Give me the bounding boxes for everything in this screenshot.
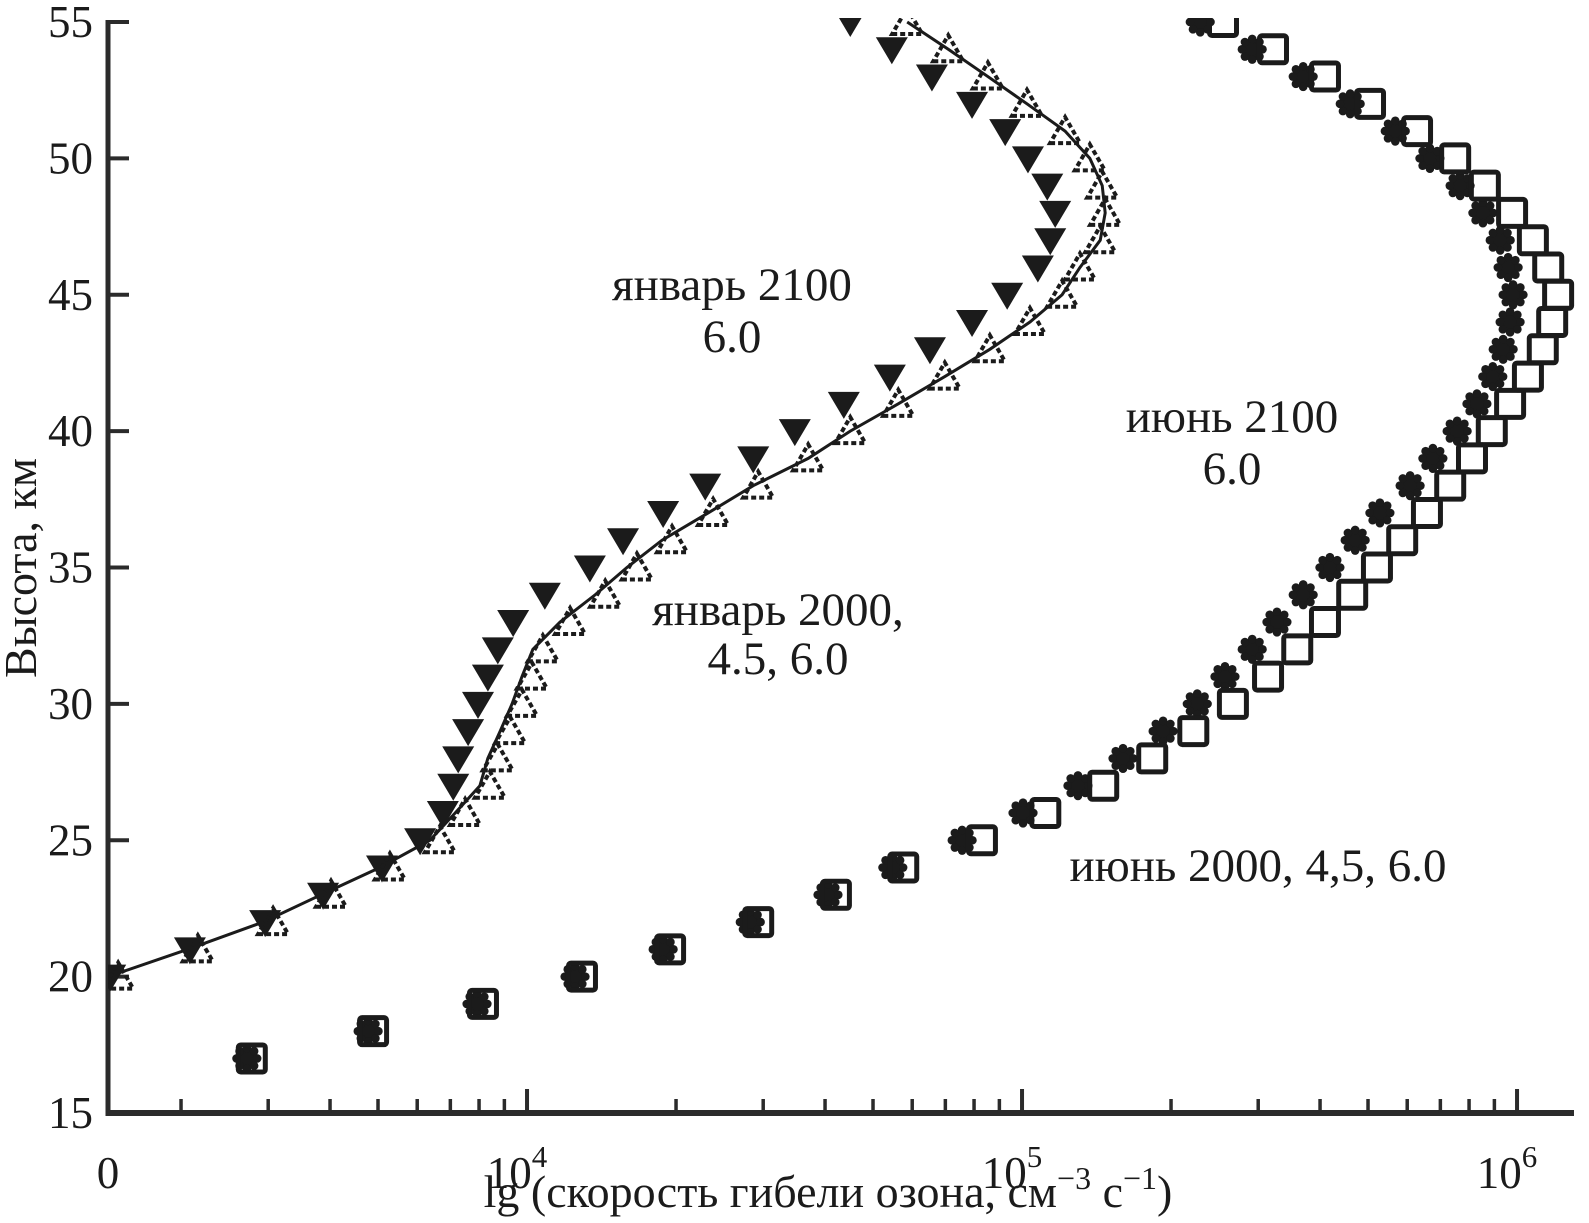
annotation-line: 6.0 [1203, 443, 1262, 495]
y-tick-label: 20 [48, 952, 93, 1002]
x-tick-label: 106 [1477, 1139, 1538, 1198]
annotation-line: январь 2000, [652, 584, 904, 636]
annotation-line: 6.0 [703, 311, 762, 363]
y-tick-label: 40 [48, 406, 93, 456]
y-tick-label: 55 [48, 0, 93, 47]
y-tick-label: 50 [48, 133, 93, 183]
line-january-2000-rcp45 [108, 20, 1107, 979]
annotation-line: январь 2100 [612, 259, 852, 311]
series-filled-rosette-circle [232, 18, 1528, 1074]
y-tick-label: 25 [48, 815, 93, 865]
series-open-square [235, 18, 1575, 1075]
annotation-line: июнь 2100 [1126, 391, 1339, 443]
x-axis-title: lg (скорость гибели озона, см−3 с−1) [484, 1160, 1173, 1217]
axes [105, 20, 1574, 1116]
x-tick-label: 105 [982, 1139, 1043, 1198]
label-june-2000: июнь 2000, 4,5, 6.0 [1069, 840, 1446, 892]
plot-data [108, 18, 1575, 1075]
y-axis-title: Высота, км [0, 458, 46, 678]
label-january-2000: январь 2000,4.5, 6.0 [652, 584, 904, 685]
annotation-line: июнь 2000, 4,5, 6.0 [1069, 840, 1446, 892]
y-tick-label: 45 [48, 270, 93, 320]
series-open-triangle-up [108, 18, 1124, 991]
series-filled-triangle-down [108, 18, 1072, 992]
x-tick-label: 0 [97, 1148, 120, 1198]
y-tick-label: 35 [48, 543, 93, 593]
annotation-line: 4.5, 6.0 [708, 633, 849, 685]
tick-labels: 15 20 25 30 35 40 45 50 55 0 104 105 106 [48, 0, 1537, 1198]
y-tick-label: 30 [48, 679, 93, 729]
x-tick-label: 104 [487, 1139, 548, 1198]
y-tick-label: 15 [48, 1088, 93, 1138]
